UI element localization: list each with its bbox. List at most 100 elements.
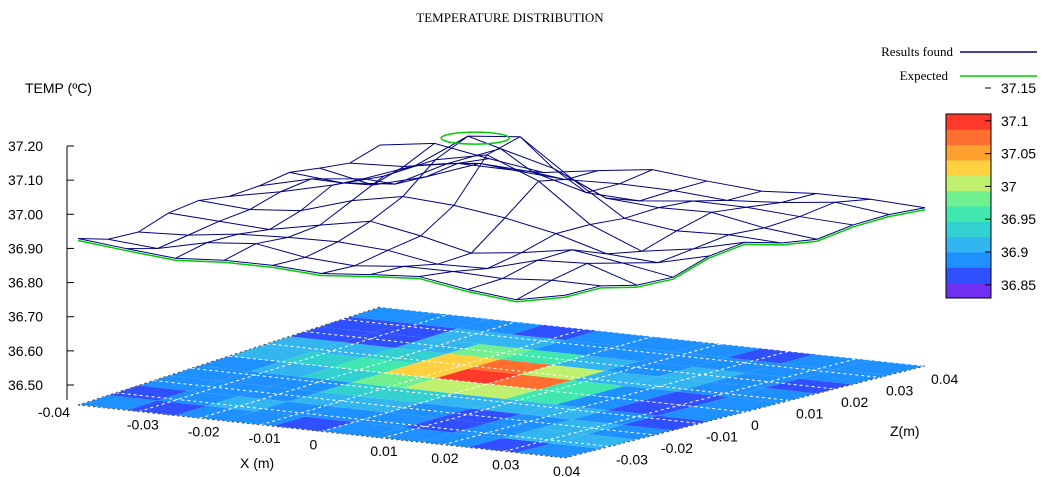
colorbar-frame [945,113,992,299]
y-tick-label: 0.01 [796,406,823,422]
floor-grid-line [503,358,858,452]
surface-line [259,135,782,244]
surface-line [223,162,544,261]
x-tick-label: 0.04 [553,463,580,477]
heatmap-cell [249,361,333,377]
heatmap-cell [349,307,435,323]
heatmap-cell [516,443,601,458]
colorbar-segment [946,129,991,146]
colorbar-tick-label: 37.05 [1001,146,1036,162]
heatmap-cell [658,367,747,383]
colorbar-segment [946,206,991,222]
x-tick-label: 0.03 [492,456,519,472]
y-tick-label: -0.02 [661,440,693,456]
legend-label-results: Results found [881,44,953,59]
heatmap-cell [572,370,659,386]
surface-line [349,162,890,215]
heatmap-cell [504,389,591,405]
heatmap-cell [676,382,765,398]
heatmap-cell [403,312,489,329]
colorbar-tick-label: 37.15 [1001,80,1036,96]
x-tick-label: 0.01 [370,443,397,459]
y-tick-label: -0.01 [706,429,738,445]
x-tick-label: 0.02 [431,450,458,466]
colorbar-tick-label: 37.1 [1001,113,1028,129]
heatmap-cell [259,336,343,352]
y-tick-label: 0.03 [886,383,913,399]
floor-grid-line [342,318,881,378]
surface-line [319,162,854,226]
surface-line [198,195,710,264]
heatmap-cell [511,324,598,341]
floor-grid-line [228,355,746,413]
colorbar-tick-label: 37 [1001,178,1017,194]
colorbar-segment [946,282,991,299]
x-tick-label: -0.01 [249,430,281,446]
z-tick-label: 37.00 [8,206,43,222]
heatmap-cell [605,361,693,377]
y-tick-label: 0 [751,417,759,433]
axes: 37.20 37.10 37.00 36.90 36.80 36.70 36.60 36.50… [8,138,958,477]
heatmap-cell [363,347,448,364]
floor-grid-line [379,306,926,367]
surface-line [138,231,638,286]
heatmap-cell [532,340,620,356]
expected-line [77,209,926,303]
colorbar-segment [946,114,991,130]
surface-line [168,212,674,278]
floor-grid-line [266,343,791,401]
colorbar: 37.15 37.1 37.05 37 36.95 36.9 36.85 [945,80,1036,299]
heatmap-cell [728,387,817,403]
floor-grid-line [77,404,566,459]
surface-mesh [77,131,926,303]
heatmap-cell [403,417,488,433]
z-depth-axis-label: Z(m) [890,423,920,439]
heatmap-cell [415,353,501,369]
y-tick-label: 0.04 [931,371,958,387]
heatmap-cell [311,342,395,358]
heatmap-cell [319,382,403,398]
heatmap-cell [437,408,522,424]
colorbar-segment [946,252,991,268]
heatmap-cell [587,424,673,440]
colorbar-tick-label: 36.85 [1001,277,1036,293]
x-tick-label: -0.03 [127,417,159,433]
surface-line [108,238,602,287]
heatmap-cell [305,407,388,422]
heatmap-cell [551,434,637,449]
heatmap-cell [370,427,454,443]
heatmap-cell [586,346,674,362]
heatmap-cell [555,395,642,411]
surface-line [564,207,926,296]
heatmap-cell [521,404,607,420]
x-axis-label: X (m) [240,455,274,471]
x-tick-label: -0.04 [38,404,70,420]
heatmap-cell [426,328,512,344]
colorbar-tick-label: 36.95 [1001,211,1036,227]
z-tick-label: 36.70 [8,309,43,325]
heatmap-cell [692,357,782,373]
z-tick-label: 36.50 [8,377,43,393]
heatmap-cell [471,399,556,414]
z-tick-label: 37.10 [8,172,43,188]
heatmap-cell [168,365,250,382]
x-tick-label: 0 [310,437,318,453]
floor-grid-line [138,313,449,413]
colorbar-segment [946,267,991,284]
heatmap-cell [126,400,207,416]
colorbar-segment [946,236,991,253]
surface-line [228,154,746,252]
heatmap-cell [746,363,836,379]
surface-line [77,237,566,301]
heatmap-cell [502,428,588,444]
heatmap-floor [78,307,925,458]
heatmap-cell [641,391,729,407]
heatmap-cell [467,438,552,453]
heatmap-cell [572,410,658,425]
heatmap-cell [639,351,728,368]
chart-title: TEMPERATURE DISTRIBUTION [416,10,604,25]
surface-line [379,142,926,209]
floor-grid-line [382,343,721,439]
colorbar-segment [946,175,991,192]
